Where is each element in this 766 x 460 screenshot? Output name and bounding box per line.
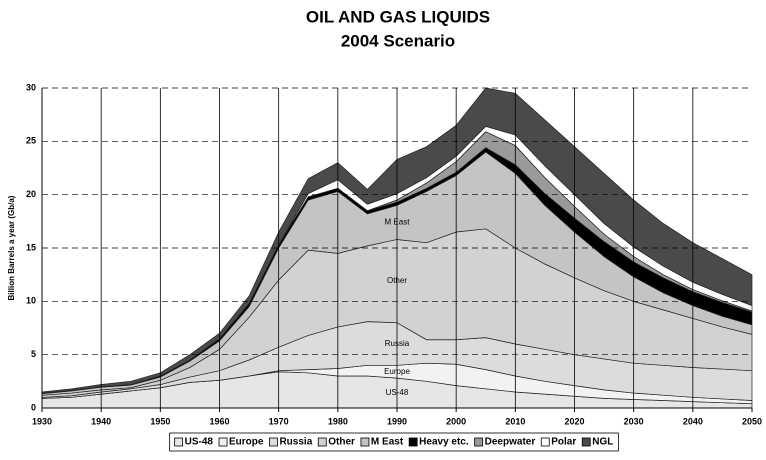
chart-subtitle: 2004 Scenario bbox=[341, 31, 455, 50]
legend-label: Russia bbox=[279, 437, 312, 448]
legend-swatch bbox=[218, 437, 228, 447]
legend-label: Deepwater bbox=[485, 437, 536, 448]
y-tick-label: 5 bbox=[31, 349, 36, 359]
legend: US-48 Europe Russia Other M East Heavy etc. De… bbox=[174, 437, 613, 448]
x-tick-label: 2000 bbox=[446, 416, 466, 426]
y-axis-label: Billion Barrels a year (Gb/a) bbox=[7, 195, 16, 300]
legend-label: US-48 bbox=[185, 437, 214, 448]
x-tick-label: 1990 bbox=[387, 416, 407, 426]
legend-label: Europe bbox=[229, 437, 264, 448]
y-tick-label: 0 bbox=[31, 402, 36, 412]
x-tick-label: 1980 bbox=[328, 416, 348, 426]
legend-swatch bbox=[408, 437, 418, 447]
x-tick-label: 1940 bbox=[91, 416, 111, 426]
x-tick-label: 1930 bbox=[32, 416, 52, 426]
legend-swatch bbox=[174, 437, 184, 447]
legend-box bbox=[169, 432, 619, 452]
legend-label: Other bbox=[328, 437, 355, 448]
x-tick-label: 2020 bbox=[564, 416, 584, 426]
y-tick-label: 30 bbox=[26, 82, 36, 92]
legend-swatch bbox=[474, 437, 484, 447]
legend-label: M East bbox=[371, 437, 404, 448]
x-tick-label: 1970 bbox=[269, 416, 289, 426]
x-tick-label: 2030 bbox=[624, 416, 644, 426]
chart-title: OIL AND GAS LIQUIDS bbox=[306, 7, 490, 26]
legend-label: Heavy etc. bbox=[419, 437, 469, 448]
legend-swatch bbox=[360, 437, 370, 447]
x-tick-label: 2010 bbox=[505, 416, 525, 426]
legend-label: NGL bbox=[592, 437, 613, 448]
x-tick-label: 2040 bbox=[683, 416, 703, 426]
legend-swatch bbox=[317, 437, 327, 447]
legend-swatch bbox=[540, 437, 550, 447]
y-tick-label: 10 bbox=[26, 296, 36, 306]
x-tick-label: 1960 bbox=[209, 416, 229, 426]
y-tick-label: 25 bbox=[26, 136, 36, 146]
y-tick-label: 15 bbox=[26, 242, 36, 252]
x-tick-label: 2050 bbox=[742, 416, 762, 426]
legend-swatch bbox=[581, 437, 591, 447]
x-tick-label: 1950 bbox=[150, 416, 170, 426]
legend-label: Polar bbox=[551, 437, 576, 448]
y-tick-label: 20 bbox=[26, 189, 36, 199]
legend-swatch bbox=[269, 437, 278, 447]
